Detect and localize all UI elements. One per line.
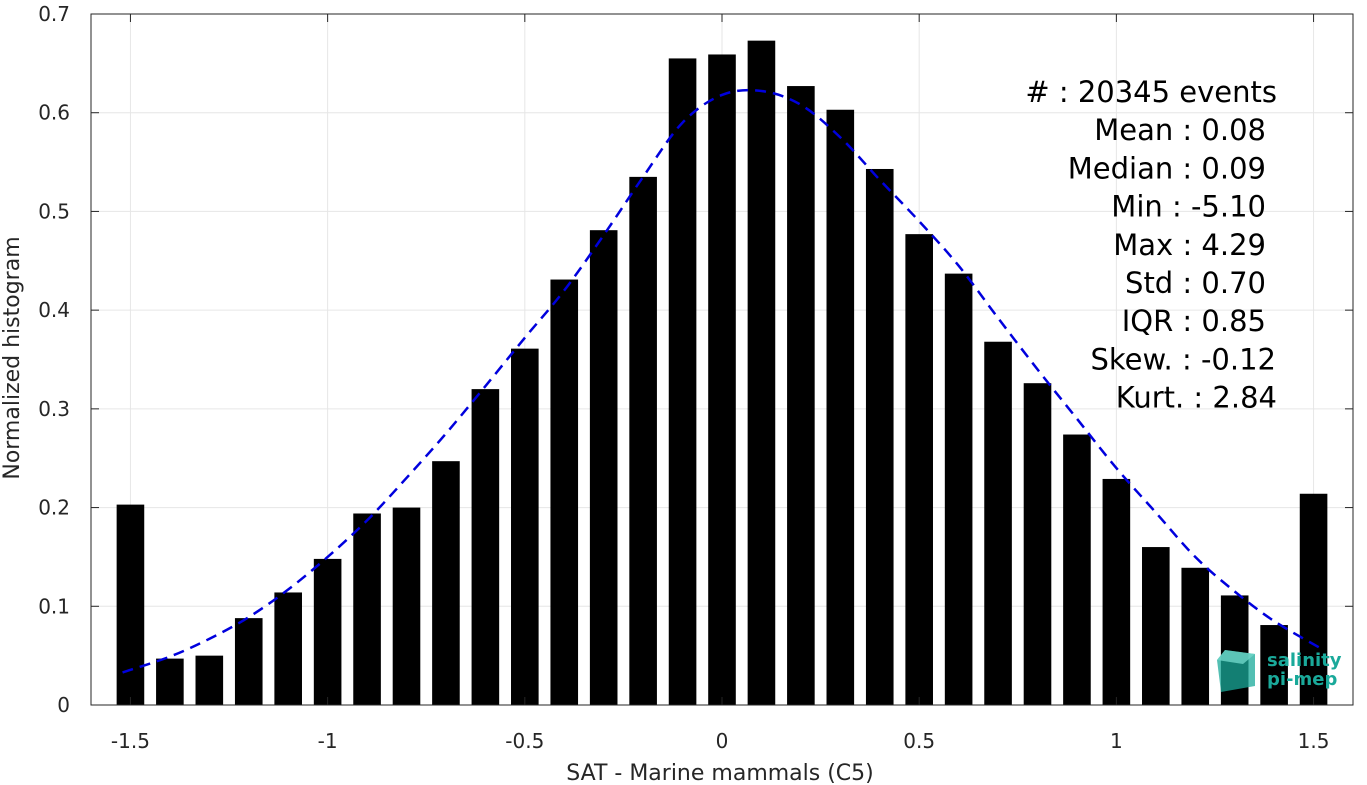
x-tick-label-3: 0 (716, 729, 729, 753)
y-tick-label-2: 0.2 (38, 496, 70, 520)
stat-line-3: Min : -5.10 (1111, 190, 1266, 224)
x-axis-label: SAT - Marine mammals (C5) (566, 761, 874, 785)
bar-9 (471, 389, 500, 705)
stats-box: # : 20345 events Mean : 0.08 Median : 0.09… (1025, 75, 1277, 415)
stat-line-6: IQR : 0.85 (1122, 304, 1266, 338)
bar-12 (589, 230, 618, 706)
bar-14 (668, 58, 697, 705)
y-axis-label: Normalized histogram (0, 236, 25, 479)
bar-4 (274, 592, 302, 705)
x-tick-label-6: 1.5 (1298, 729, 1330, 753)
y-tick-label-4: 0.4 (38, 298, 70, 322)
logo-line1: salinity (1267, 650, 1342, 671)
bar-26 (1142, 547, 1170, 705)
bar-8 (432, 461, 460, 705)
y-axis-ticks: 0 0.1 0.2 0.3 0.4 0.5 0.6 0.7 (38, 2, 1353, 717)
salinity-pimep-logo: salinity pi-mep (1217, 650, 1342, 692)
bar-23 (1023, 383, 1052, 705)
bar-0 (116, 504, 145, 705)
y-tick-label-6: 0.6 (38, 101, 70, 125)
stat-line-5: Std : 0.70 (1125, 266, 1266, 300)
stat-line-2: Median : 0.09 (1068, 151, 1266, 185)
logo-line2: pi-mep (1267, 669, 1337, 690)
bar-18 (826, 109, 855, 705)
bar-5 (313, 558, 342, 705)
x-tick-label-0: -1.5 (111, 729, 150, 753)
bar-16 (747, 40, 776, 706)
bar-3 (234, 618, 263, 705)
stat-line-8: Kurt. : 2.84 (1116, 381, 1277, 415)
bar-21 (944, 273, 973, 705)
x-tick-label-2: -0.5 (505, 729, 544, 753)
bar-7 (392, 507, 421, 705)
bar-22 (984, 341, 1012, 705)
x-axis-ticks: -1.5 -1 -0.5 0 0.5 1 1.5 (111, 14, 1330, 753)
bars-group (116, 40, 1328, 706)
y-tick-label-0: 0 (57, 693, 70, 717)
fit-curve (122, 88, 1323, 674)
bar-10 (511, 348, 539, 705)
bar-2 (195, 655, 224, 705)
logo-cube-shade (1217, 650, 1255, 664)
bar-19 (865, 168, 894, 705)
bar-11 (550, 279, 579, 705)
bar-30 (1299, 493, 1328, 705)
stat-line-1: Mean : 0.08 (1094, 113, 1266, 147)
bar-29 (1260, 625, 1288, 705)
bar-25 (1102, 478, 1131, 705)
bar-1 (156, 658, 184, 705)
bar-15 (708, 54, 736, 706)
y-tick-label-3: 0.3 (38, 397, 70, 421)
x-tick-label-5: 1 (1110, 729, 1123, 753)
stat-line-7: Skew. : -0.12 (1090, 342, 1276, 376)
y-tick-label-7: 0.7 (38, 2, 70, 26)
stat-line-4: Max : 4.29 (1113, 228, 1266, 262)
y-tick-label-1: 0.1 (38, 594, 70, 618)
bar-6 (353, 513, 381, 705)
y-tick-label-5: 0.5 (38, 199, 70, 223)
x-tick-label-4: 0.5 (903, 729, 935, 753)
bar-24 (1063, 434, 1091, 705)
bar-17 (787, 86, 815, 706)
stat-line-0: # : 20345 events (1025, 75, 1277, 109)
bar-13 (629, 176, 657, 706)
x-tick-label-1: -1 (318, 729, 338, 753)
bar-20 (905, 234, 933, 705)
bar-27 (1181, 567, 1210, 705)
